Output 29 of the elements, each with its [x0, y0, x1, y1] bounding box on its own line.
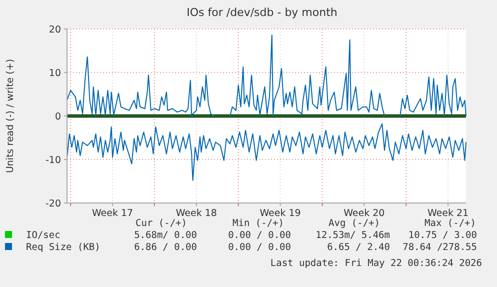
y-axis-title: Units read (-) / write (+) — [5, 58, 16, 174]
text: 6.65 / 2.40 — [327, 242, 390, 253]
text: 78.64 /278.55 — [402, 242, 477, 253]
y-tick-label: 0 — [54, 111, 61, 122]
text: 6.86 / 0.00 — [134, 242, 198, 253]
text: Min (-/+) — [232, 218, 284, 229]
text: 10.75 / 3.00 — [408, 230, 478, 241]
text: 0.00 / 0.00 — [228, 230, 292, 241]
y-tick-label: -20 — [45, 198, 61, 210]
line-series — [66, 34, 466, 116]
text: 12.53m/ 5.46m — [316, 230, 390, 241]
text: Cur (-/+) — [136, 218, 187, 229]
y-tick-label: -10 — [45, 154, 61, 166]
x-tick-label: Week 18 — [176, 208, 217, 219]
x-tick-label: Week 17 — [92, 208, 134, 219]
legend-label: IO/sec — [26, 230, 60, 241]
y-tick-label: 10 — [48, 68, 61, 79]
line-series — [66, 123, 466, 181]
x-tick-label: Week 20 — [344, 208, 385, 219]
text: 5.68m/ 0.00 — [134, 230, 198, 241]
chart-title: IOs for /dev/sdb - by month — [186, 6, 338, 19]
text: Last update: Fri May 22 00:36:24 2026 — [270, 258, 482, 269]
text: 0.00 / 0.00 — [228, 242, 292, 253]
x-tick-label: Week 21 — [427, 208, 469, 219]
y-tick-label: 20 — [48, 24, 61, 36]
text: Avg (-/+) — [328, 218, 380, 229]
text: Max (-/+) — [424, 218, 476, 229]
x-tick-label: Week 19 — [260, 208, 301, 219]
legend-label: Req Size (KB) — [26, 242, 100, 253]
